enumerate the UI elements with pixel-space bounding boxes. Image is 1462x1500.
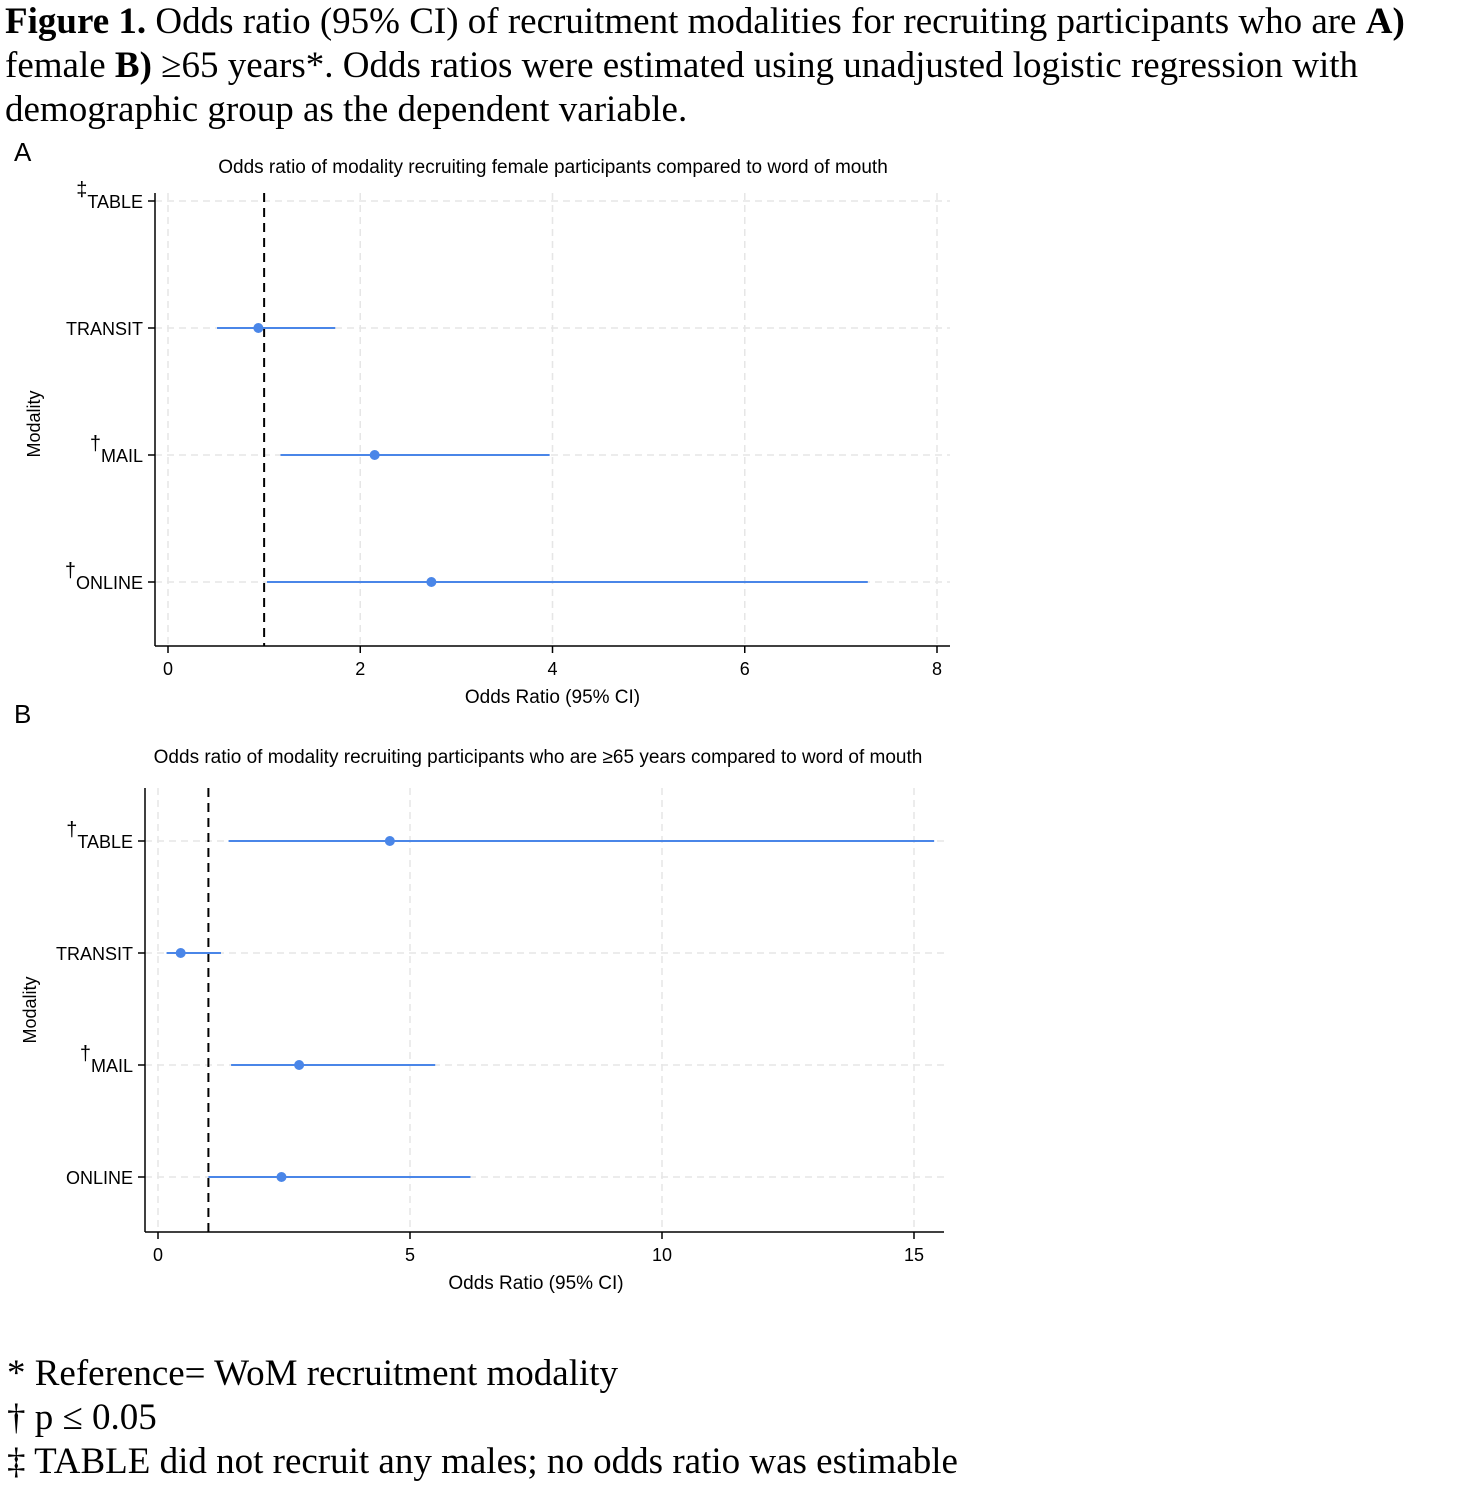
x-tick-label: 0 (163, 659, 173, 679)
category-name: MAIL (101, 446, 143, 466)
caption-a-label: A) (1365, 1, 1405, 42)
figure-caption: Figure 1. Odds ratio (95% CI) of recruit… (5, 0, 1460, 132)
y-axis-label: Modality (20, 976, 40, 1043)
significance-marker: ‡ (76, 179, 87, 201)
footnote-reference: * Reference= WoM recruitment modality (7, 1353, 619, 1394)
x-tick-label: 4 (547, 659, 557, 679)
y-tick-label: †TABLE (66, 819, 133, 852)
y-tick-label: TRANSIT (56, 944, 133, 964)
footnotes: * Reference= WoM recruitment modality † … (7, 1352, 1457, 1484)
x-tick-label: 15 (904, 1245, 924, 1265)
odds-ratio-point (253, 323, 264, 333)
significance-marker: † (90, 433, 101, 455)
caption-text-3: ≥65 years*. Odds ratios were estimated u… (5, 45, 1359, 130)
chart-panel-a: Odds ratio of modality recruiting female… (24, 157, 950, 708)
significance-marker: † (66, 819, 77, 841)
caption-text-2: female (5, 45, 115, 86)
chart-title: Odds ratio of modality recruiting partic… (154, 747, 923, 768)
x-tick-label: 6 (740, 659, 750, 679)
category-name: TABLE (87, 192, 143, 212)
x-tick-label: 10 (652, 1245, 672, 1265)
x-tick-label: 0 (153, 1245, 163, 1265)
x-tick-label: 5 (405, 1245, 415, 1265)
category-name: ONLINE (76, 573, 143, 593)
significance-marker: † (65, 560, 76, 582)
x-tick-label: 8 (932, 659, 942, 679)
footnote-table: ‡ TABLE did not recruit any males; no od… (7, 1441, 958, 1482)
odds-ratio-point (175, 948, 186, 958)
odds-ratio-point (294, 1060, 305, 1070)
y-axis-label: Modality (24, 390, 44, 457)
y-tick-label: ONLINE (66, 1168, 133, 1188)
caption-b-label: B) (114, 45, 152, 86)
y-tick-label: †MAIL (80, 1043, 133, 1076)
x-tick-label: 2 (355, 659, 365, 679)
caption-text-1: Odds ratio (95% CI) of recruitment modal… (146, 1, 1366, 42)
panel-a-letter: A (14, 137, 32, 167)
x-axis-label: Odds Ratio (95% CI) (448, 1273, 623, 1294)
figure-label: Figure 1. (5, 1, 147, 42)
y-tick-label: †ONLINE (65, 560, 143, 593)
y-tick-label: †MAIL (90, 433, 143, 466)
odds-ratio-point (426, 577, 437, 587)
footnote-significance: † p ≤ 0.05 (7, 1397, 157, 1438)
y-tick-label: ‡TABLE (76, 179, 143, 212)
odds-ratio-point (369, 450, 380, 460)
odds-ratio-point (276, 1172, 287, 1182)
category-name: MAIL (91, 1056, 133, 1076)
chart-panel-b: Odds ratio of modality recruiting partic… (20, 747, 944, 1294)
y-tick-label: TRANSIT (66, 319, 143, 339)
panel-b-letter: B (14, 699, 32, 729)
category-name: TABLE (77, 832, 133, 852)
odds-ratio-point (384, 836, 395, 846)
chart-title: Odds ratio of modality recruiting female… (218, 157, 888, 178)
significance-marker: † (80, 1043, 91, 1065)
x-axis-label: Odds Ratio (95% CI) (465, 687, 640, 708)
